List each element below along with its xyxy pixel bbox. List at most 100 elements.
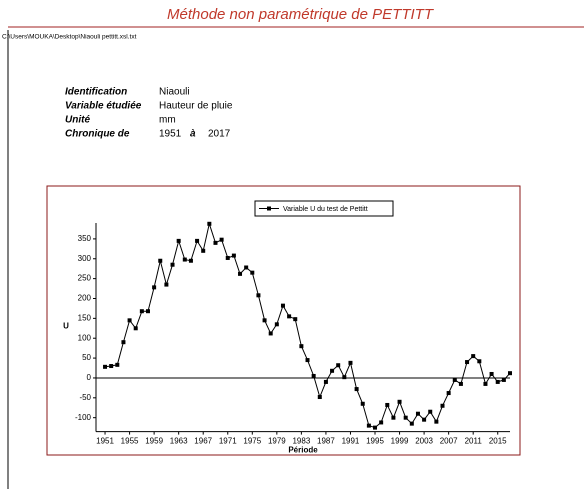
x-tick-label: 2007: [440, 437, 458, 446]
info-label: Unité: [65, 115, 90, 126]
point: [495, 379, 500, 384]
point: [207, 221, 212, 226]
info-sep: à: [190, 129, 196, 140]
point: [195, 238, 200, 243]
x-tick-label: 1963: [170, 437, 188, 446]
point: [238, 271, 243, 276]
point: [176, 238, 181, 243]
point: [293, 317, 298, 322]
point: [489, 371, 494, 376]
point: [366, 423, 371, 428]
point: [256, 293, 261, 298]
point: [299, 344, 304, 349]
point: [477, 359, 482, 364]
file-path: C:\Users\MOUKA\Desktop\Niaouli pettitt.x…: [2, 34, 137, 41]
x-tick-label: 1955: [121, 437, 139, 446]
point: [452, 377, 457, 382]
info-value: 2017: [208, 129, 231, 140]
point: [354, 387, 359, 392]
legend-box: [254, 200, 394, 217]
point: [244, 265, 249, 270]
x-tick-label: 2011: [465, 437, 483, 446]
point: [483, 381, 488, 386]
info-value: 1951: [159, 129, 182, 140]
point: [336, 363, 341, 368]
y-tick-label: -100: [75, 413, 92, 422]
point: [317, 395, 322, 400]
point: [397, 399, 402, 404]
point: [158, 258, 163, 263]
point: [311, 373, 316, 378]
x-tick-label: 1991: [342, 437, 360, 446]
point: [342, 375, 347, 380]
point: [501, 377, 506, 382]
point: [201, 248, 206, 253]
info-value: Niaouli: [159, 87, 190, 98]
point: [373, 425, 378, 430]
x-tick-label: 1967: [194, 437, 212, 446]
point: [225, 255, 230, 260]
point: [274, 322, 279, 327]
point: [330, 368, 335, 373]
x-tick-label: 1983: [292, 437, 310, 446]
point: [446, 391, 451, 396]
info-value: mm: [159, 115, 176, 126]
point: [115, 362, 120, 367]
legend-label: Variable U du test de Pettitt: [283, 206, 368, 213]
point: [280, 303, 285, 308]
point: [103, 364, 108, 369]
point: [465, 360, 470, 365]
point: [231, 253, 236, 258]
y-tick-label: 300: [78, 254, 92, 263]
point: [348, 360, 353, 365]
chart: -100 -50 0 50 100 150 200 250 300 350 1951 1955 1959…: [63, 200, 512, 455]
x-tick-label: 1959: [145, 437, 163, 446]
point: [434, 419, 439, 424]
point: [471, 354, 476, 359]
point: [268, 331, 273, 336]
report-title: Méthode non paramétrique de PETTITT: [167, 6, 435, 23]
x-tick-label: 1975: [243, 437, 261, 446]
x-tick-label: 1951: [96, 437, 114, 446]
point: [508, 371, 512, 376]
point: [182, 257, 187, 262]
point: [440, 403, 445, 408]
x-tick-label: 1987: [317, 437, 335, 446]
point: [139, 309, 144, 314]
x-tick-label: 2015: [489, 437, 507, 446]
legend-marker: [267, 206, 271, 211]
point: [250, 270, 255, 275]
point: [164, 282, 169, 287]
point: [287, 314, 292, 319]
point: [219, 237, 224, 242]
y-tick-label: -50: [79, 393, 91, 402]
y-tick-label: 100: [78, 333, 92, 342]
y-tick-label: 150: [78, 313, 92, 322]
point: [428, 409, 433, 414]
info-label: Variable étudiée: [65, 101, 142, 112]
x-tick-label: 1979: [268, 437, 286, 446]
info-block: Identification Niaouli Variable étudiée Hau…: [65, 87, 233, 140]
point: [133, 326, 138, 331]
point: [170, 262, 175, 267]
y-tick-label: 50: [82, 353, 91, 362]
y-axis-label: U: [63, 321, 69, 330]
point: [127, 318, 132, 323]
point: [188, 258, 193, 263]
point: [409, 421, 414, 426]
point: [145, 309, 150, 314]
point: [385, 402, 390, 407]
point: [121, 340, 126, 345]
point: [109, 364, 114, 369]
y-tick-label: 200: [78, 294, 92, 303]
point: [262, 318, 267, 323]
point: [415, 411, 420, 416]
point: [379, 420, 384, 425]
point: [422, 417, 427, 422]
point: [360, 401, 365, 406]
x-tick-label: 1995: [366, 437, 384, 446]
info-label: Identification: [65, 87, 127, 98]
y-tick-label: 0: [87, 373, 92, 382]
